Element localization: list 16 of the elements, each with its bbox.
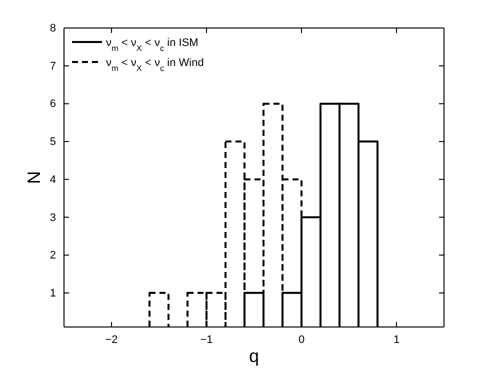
x-tick-label: 0 (298, 334, 305, 346)
y-tick-label: 2 (50, 250, 56, 262)
y-tick-label: 5 (50, 136, 56, 148)
legend-label: ν$_{m}$ < ν$_{X}$ < ν$_{c}$ in Wind (106, 57, 204, 72)
x-tick-label: −1 (200, 334, 213, 346)
y-tick-label: 4 (50, 174, 56, 186)
x-tick-label: 1 (393, 334, 400, 346)
y-tick-label: 3 (50, 212, 56, 224)
y-tick-label: 1 (50, 287, 56, 300)
legend-label: ν$_{m}$ < ν$_{X}$ < ν$_{c}$ in ISM (106, 37, 198, 52)
x-tick-label: −2 (105, 334, 118, 346)
y-tick-label: 7 (50, 60, 56, 72)
x-axis-title: q (248, 346, 260, 366)
y-tick-label: 8 (50, 22, 56, 35)
y-axis-title: N (24, 171, 44, 184)
y-tick-label: 6 (50, 98, 56, 110)
